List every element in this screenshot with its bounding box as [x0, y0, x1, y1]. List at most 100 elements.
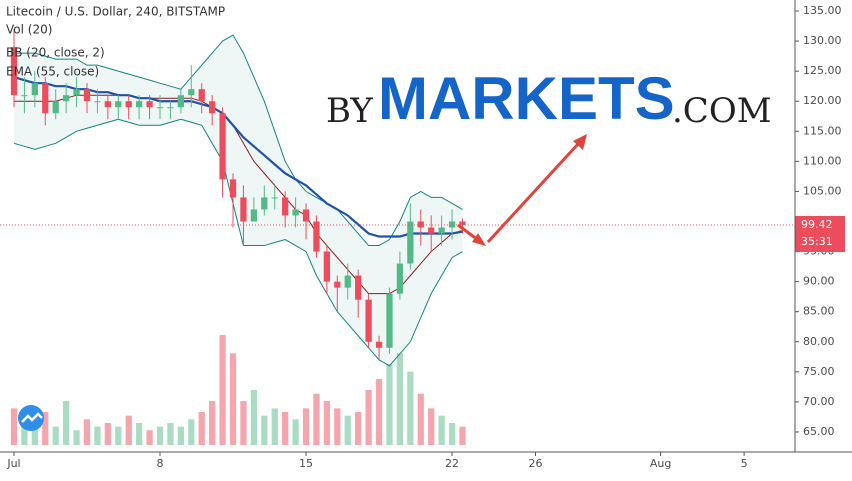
candle-body	[73, 89, 80, 96]
volume-bar	[313, 393, 320, 445]
candle-body	[375, 341, 383, 348]
y-tick-label: 75.00	[803, 365, 835, 378]
y-tick-label: 85.00	[803, 305, 835, 318]
last-price-label: 99.42	[801, 218, 833, 231]
volume-bar	[407, 371, 414, 445]
volume-bar	[62, 401, 70, 445]
candle-body	[448, 221, 456, 228]
volume-bar	[167, 423, 174, 445]
candle-body	[156, 107, 164, 109]
candle-body	[355, 275, 362, 300]
candle-body	[62, 95, 70, 102]
candle-body	[459, 221, 466, 225]
candle-body	[261, 197, 268, 210]
volume-bar	[104, 423, 111, 445]
logo	[18, 405, 44, 431]
candle-body	[334, 281, 341, 288]
volume-bar	[334, 408, 341, 445]
volume-bar	[386, 364, 393, 445]
volume-bar	[136, 423, 143, 445]
volume-bar	[428, 408, 435, 445]
candle-body	[146, 101, 153, 108]
candle-body	[323, 251, 331, 282]
volume-bar	[365, 390, 372, 445]
volume-bar	[302, 408, 310, 445]
candle-body	[42, 83, 49, 114]
candle-body	[21, 95, 28, 97]
candle-body	[292, 209, 299, 216]
volume-bar	[209, 401, 216, 445]
volume-bar	[396, 353, 404, 445]
volume-bar	[198, 412, 205, 445]
y-tick-label: 120.00	[803, 94, 842, 107]
candle-body	[209, 101, 216, 114]
candle-body	[428, 227, 435, 234]
y-tick-label: 105.00	[803, 184, 842, 197]
indicator-label: BB (20, close, 2)	[6, 46, 105, 60]
volume-bar	[188, 419, 195, 445]
y-tick-label: 115.00	[803, 124, 842, 137]
y-tick-label: 125.00	[803, 64, 842, 77]
volume-bar	[31, 423, 38, 445]
volume-bar	[52, 426, 59, 445]
candle-body	[386, 293, 393, 348]
candle-body	[365, 299, 372, 342]
volume-bar	[73, 430, 80, 445]
volume-bar	[146, 430, 153, 445]
x-tick-label: 5	[741, 457, 748, 470]
volume-bar	[125, 415, 132, 445]
candle-body	[10, 47, 18, 96]
candle-body	[167, 107, 174, 109]
candle-body	[250, 209, 258, 222]
watermark-prefix: BY	[326, 91, 373, 131]
volume-bar	[438, 415, 445, 445]
y-tick-label: 65.00	[803, 425, 835, 438]
candle-body	[302, 209, 310, 222]
volume-bar	[459, 426, 466, 445]
candle-body	[313, 221, 320, 252]
volume-bar	[229, 353, 237, 445]
volume-bar	[375, 379, 383, 445]
candle-body	[52, 101, 59, 114]
candle-body	[94, 101, 101, 103]
indicator-label: Vol (20)	[6, 23, 52, 37]
y-tick-label: 135.00	[803, 4, 842, 17]
bb-lower	[13, 118, 463, 367]
volume-bar	[240, 401, 247, 445]
x-tick-label: 8	[157, 457, 164, 470]
candle-body	[219, 113, 226, 180]
x-tick-label: 26	[528, 457, 542, 470]
volume-bar	[21, 415, 28, 445]
volume-bar	[344, 415, 351, 445]
candle-body	[198, 89, 205, 102]
candle-body	[31, 83, 38, 96]
countdown-label: 35:31	[801, 235, 833, 248]
indicator-label: EMA (55, close)	[6, 65, 99, 79]
volume-bar	[282, 412, 289, 445]
y-tick-label: 90.00	[803, 275, 835, 288]
last-price-box	[795, 215, 845, 252]
candle-body	[188, 89, 195, 96]
volume-bar	[417, 393, 424, 445]
candle-body	[136, 101, 143, 108]
candle-body	[104, 101, 111, 108]
watermark: BY MARKETS .COM	[326, 65, 772, 132]
candle-body	[177, 95, 184, 108]
candle-body	[240, 197, 247, 222]
volume-pane	[10, 335, 466, 445]
candles	[10, 29, 466, 360]
chart-title: Litecoin / U.S. Dollar, 240, BITSTAMP	[6, 5, 225, 19]
volume-bar	[219, 335, 226, 445]
axes: 65.0070.0075.0080.0085.0090.0095.00100.0…	[0, 4, 845, 470]
y-tick-label: 110.00	[803, 154, 842, 167]
volume-bar	[292, 419, 299, 445]
candle-body	[83, 89, 91, 102]
candle-body	[407, 221, 414, 264]
volume-bar	[250, 390, 258, 445]
candle-body	[438, 227, 445, 234]
volume-bar	[94, 426, 101, 445]
volume-bar	[42, 412, 49, 445]
volume-bar	[156, 426, 164, 445]
